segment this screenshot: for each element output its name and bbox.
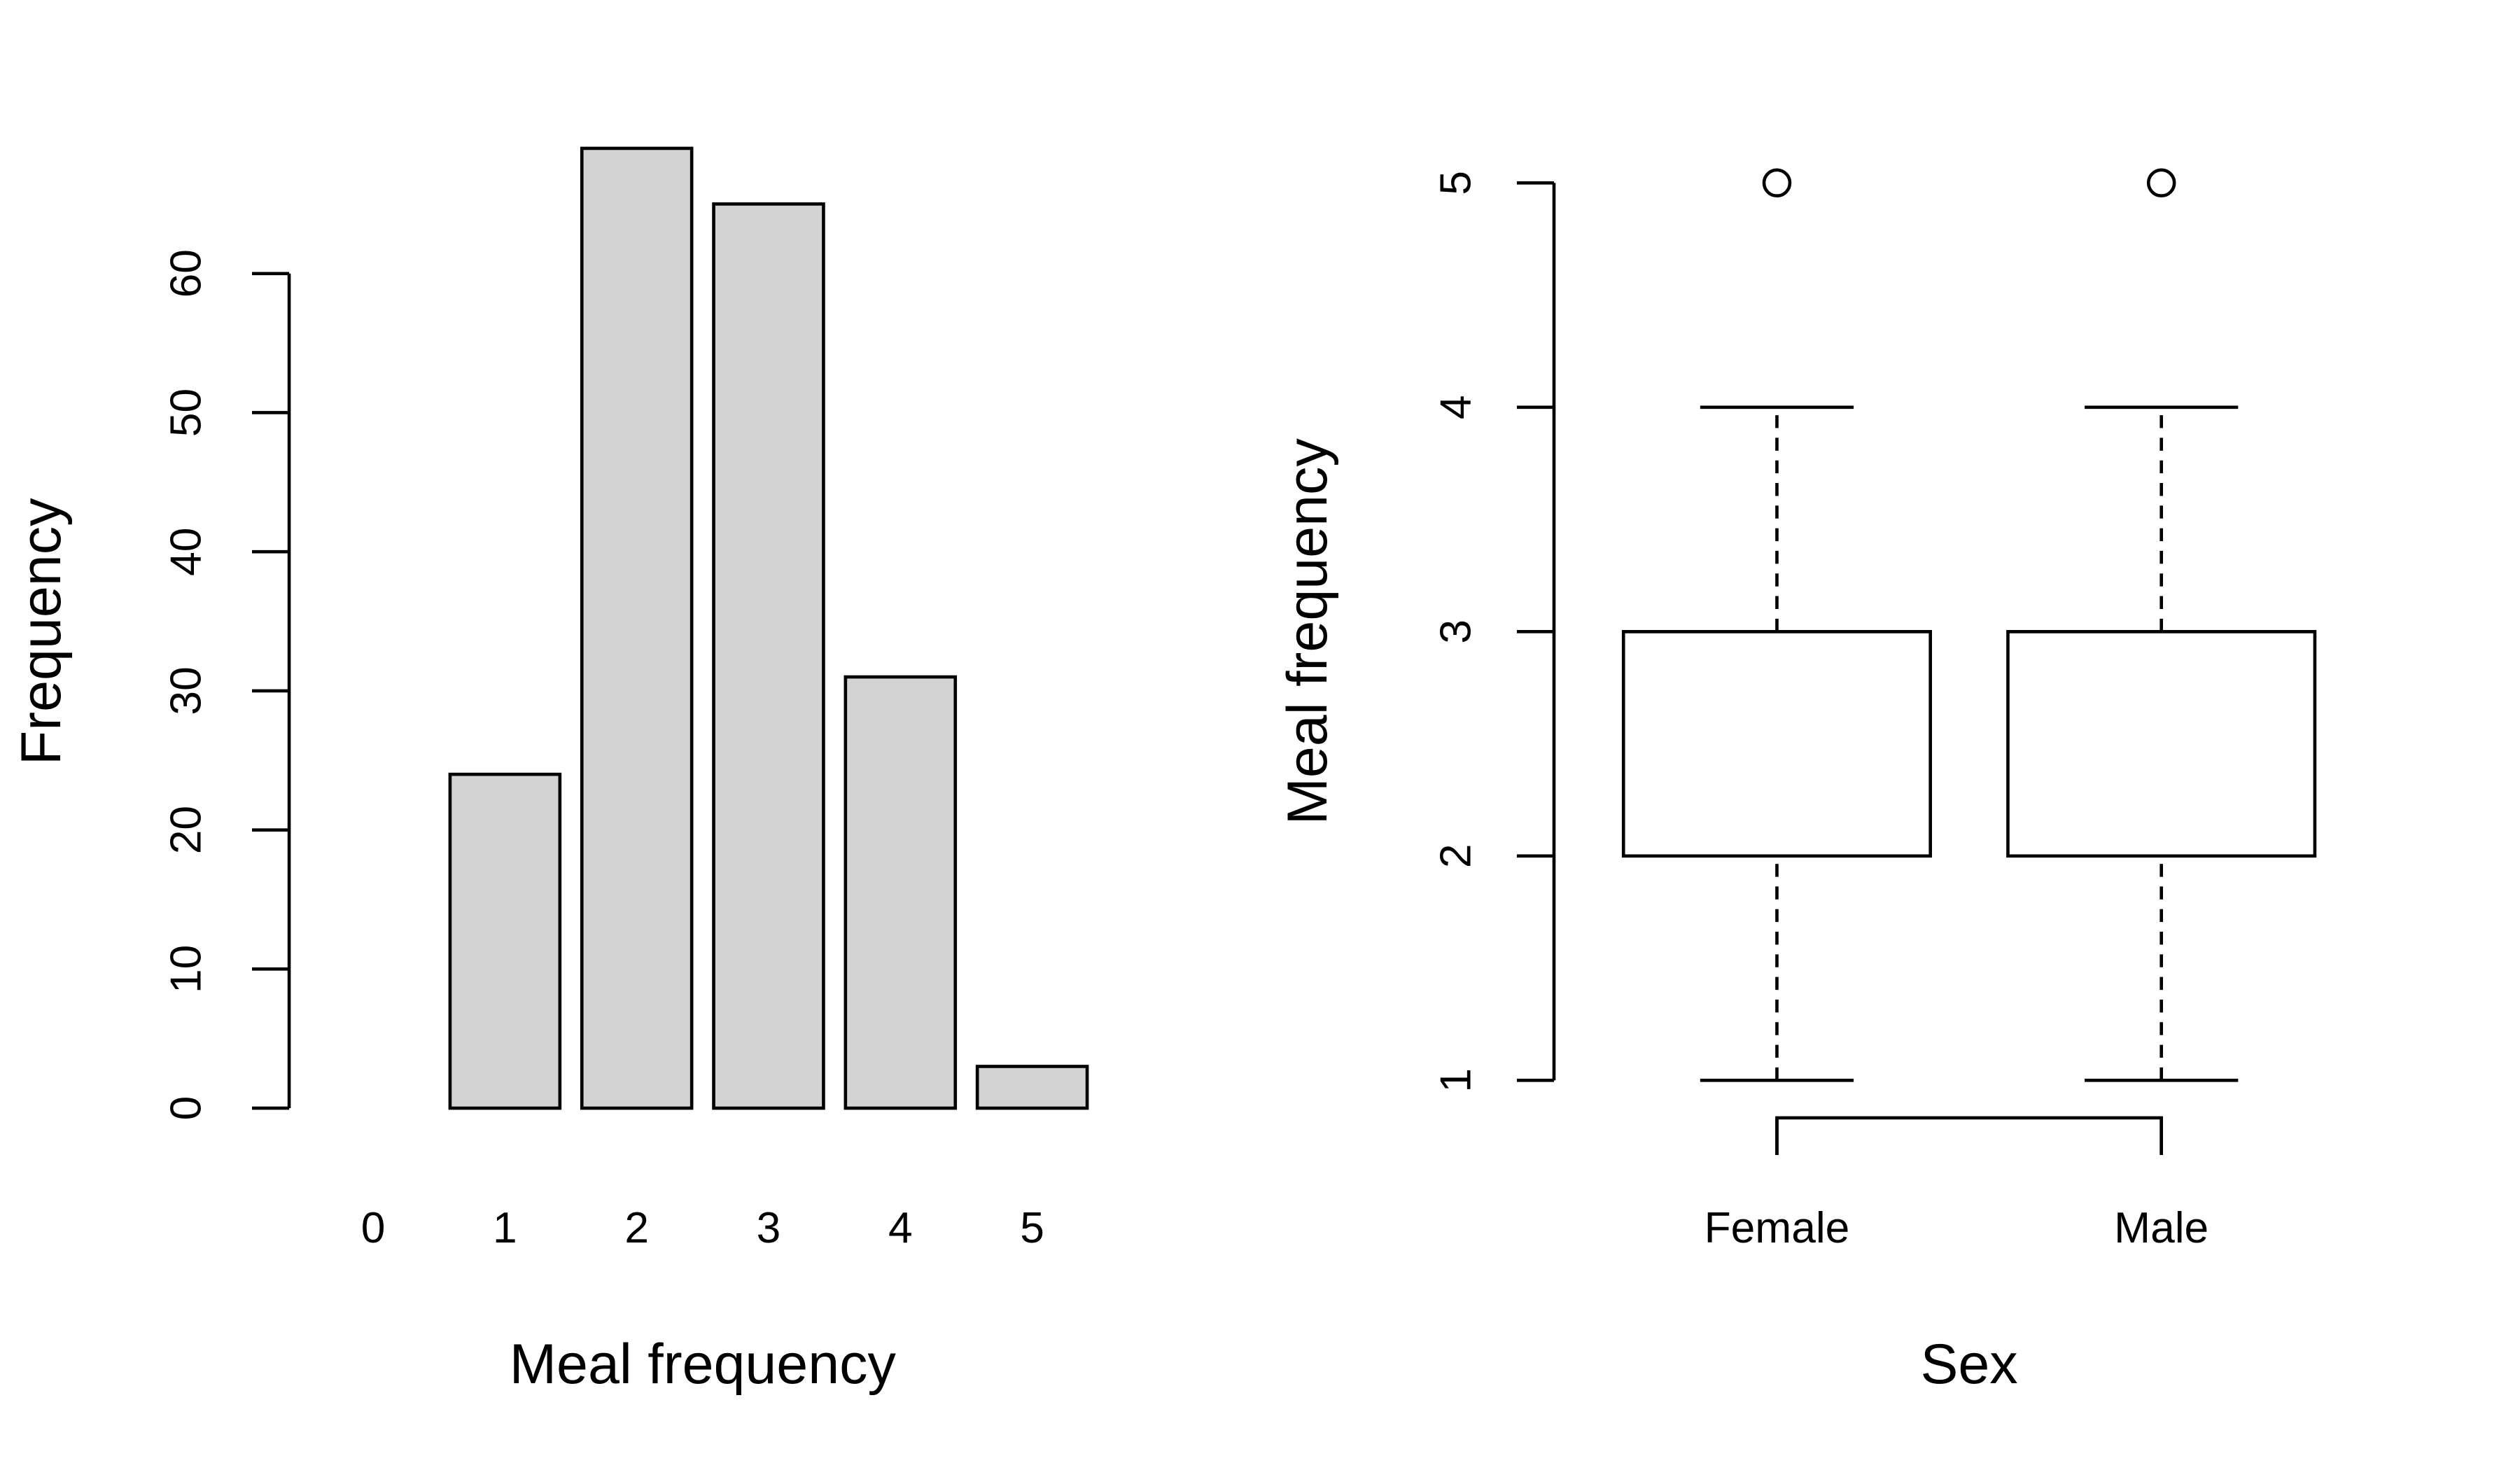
- bar: [580, 146, 694, 1110]
- y-tick-label: 0: [162, 1096, 210, 1121]
- x-tick-label: 3: [757, 1204, 781, 1252]
- bar: [975, 1065, 1089, 1110]
- y-tick-label: 4: [1432, 395, 1480, 419]
- x-tick-label: 4: [888, 1204, 913, 1252]
- x-tick-label: 2: [624, 1204, 649, 1252]
- y-tick-label: 30: [162, 666, 210, 715]
- box: [2006, 630, 2317, 858]
- bar: [712, 202, 825, 1110]
- x-axis-title: Sex: [1920, 1333, 2017, 1396]
- y-tick-label: 5: [1432, 171, 1480, 195]
- y-tick-label: 2: [1432, 844, 1480, 868]
- x-tick-label: 0: [361, 1204, 386, 1252]
- bar: [844, 675, 958, 1110]
- y-tick-label: 3: [1432, 620, 1480, 644]
- bar: [448, 772, 562, 1110]
- y-tick-label: 40: [162, 528, 210, 576]
- x-axis-line: [1775, 1116, 2163, 1155]
- outlier: [2146, 168, 2176, 198]
- y-tick-label: 10: [162, 945, 210, 993]
- x-tick-label: 1: [493, 1204, 517, 1252]
- y-axis-title: Frequency: [10, 498, 73, 765]
- outlier: [1762, 168, 1792, 198]
- x-tick-label: Female: [1704, 1204, 1850, 1252]
- y-axis-title: Meal frequency: [1276, 438, 1339, 825]
- box: [1621, 630, 1932, 858]
- y-tick-label: 60: [162, 249, 210, 298]
- x-tick-label: Male: [2114, 1204, 2208, 1252]
- x-axis-title: Meal frequency: [510, 1333, 897, 1396]
- x-tick-label: 5: [1020, 1204, 1044, 1252]
- y-tick-label: 50: [162, 388, 210, 437]
- y-tick-label: 1: [1432, 1068, 1480, 1093]
- y-tick-label: 20: [162, 806, 210, 854]
